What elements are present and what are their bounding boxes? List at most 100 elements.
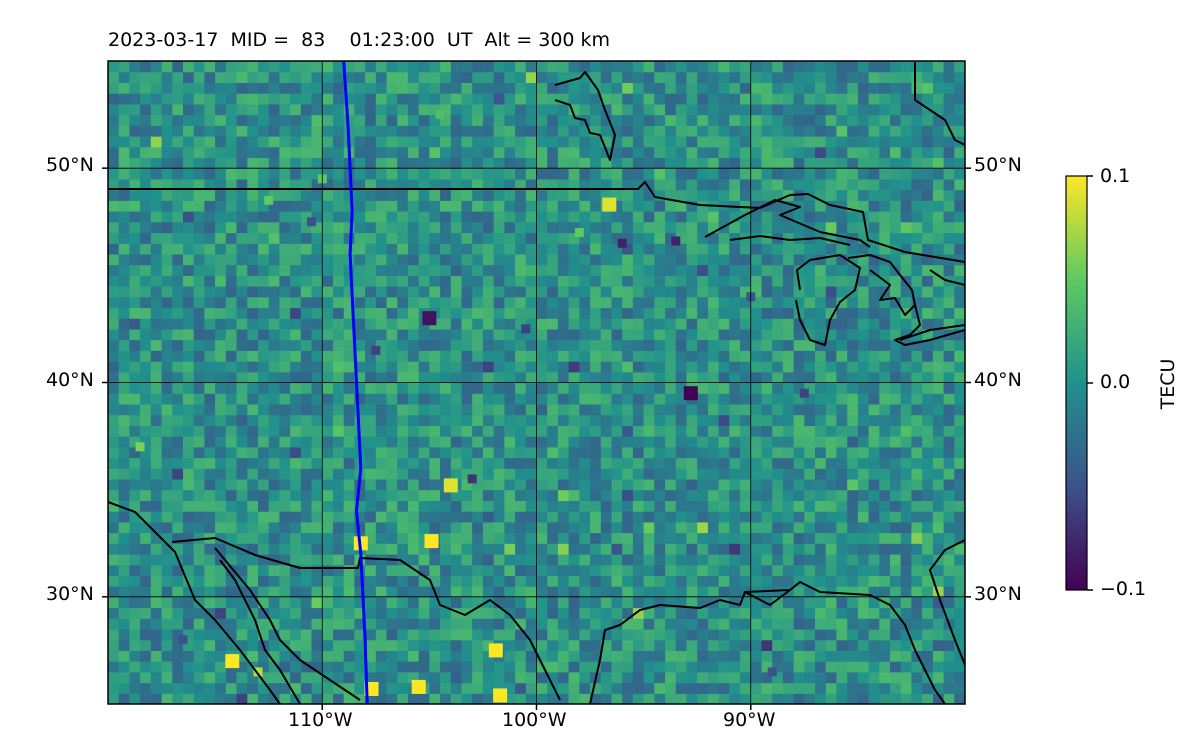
heatmap-cell — [932, 82, 945, 94]
heatmap-cell — [557, 168, 570, 180]
heatmap-cell — [675, 500, 688, 512]
heatmap-cell — [718, 339, 730, 351]
heatmap-cell — [333, 318, 345, 330]
heatmap-cell — [665, 661, 677, 673]
heatmap-cell — [300, 489, 313, 501]
heatmap-cell — [868, 178, 880, 191]
heatmap-cell — [108, 371, 120, 384]
heatmap-cell — [161, 489, 173, 501]
heatmap-cell — [365, 371, 377, 384]
heatmap-cell — [932, 168, 945, 180]
heatmap-cell — [204, 564, 216, 576]
heatmap-cell — [879, 211, 891, 223]
heatmap-cell — [932, 446, 945, 459]
heatmap-cell — [568, 650, 580, 662]
heatmap-cell — [461, 468, 473, 480]
heatmap-cell — [258, 71, 270, 83]
heatmap-cell — [183, 511, 195, 523]
heatmap-cell — [247, 511, 259, 523]
heatmap-cell — [761, 468, 773, 480]
heatmap-cell — [343, 211, 355, 223]
heatmap-cell — [879, 382, 891, 394]
heatmap-cell — [557, 350, 570, 362]
heatmap-cell — [600, 371, 613, 384]
heatmap-cell — [590, 264, 602, 276]
heatmap-cell — [568, 350, 580, 362]
heatmap-cell — [504, 296, 516, 309]
heatmap-cell — [804, 350, 816, 362]
heatmap-cell — [482, 243, 495, 255]
heatmap-cell — [311, 350, 323, 362]
heatmap-cell — [300, 211, 313, 223]
heatmap-cell — [740, 521, 752, 534]
heatmap-cell — [161, 168, 173, 180]
heatmap-cell — [150, 607, 163, 619]
heatmap-cell — [686, 318, 698, 330]
heatmap-cell — [879, 71, 891, 83]
heatmap-cell — [654, 586, 666, 598]
heatmap-cell — [343, 457, 355, 469]
heatmap-cell — [547, 414, 559, 426]
heatmap-cell — [193, 489, 205, 501]
heatmap-cell — [718, 478, 730, 491]
heatmap-cell — [429, 457, 441, 469]
heatmap-cell — [161, 511, 173, 523]
heatmap-cell — [311, 403, 323, 416]
heatmap-cell — [868, 382, 880, 394]
heatmap-cell — [750, 264, 763, 276]
heatmap-cell — [215, 189, 227, 201]
heatmap-cell — [836, 125, 848, 137]
heatmap-cell — [118, 168, 130, 180]
heatmap-cell — [536, 243, 548, 255]
heatmap-cell — [407, 168, 420, 180]
heatmap-cell — [450, 671, 463, 684]
heatmap-cell — [750, 136, 763, 148]
heatmap-cell — [172, 489, 184, 501]
heatmap-cell — [536, 168, 548, 180]
heatmap-cell — [643, 189, 655, 201]
heatmap-cell — [204, 682, 216, 694]
heatmap-cell — [504, 607, 516, 619]
heatmap-cell — [718, 425, 730, 437]
heatmap-cell — [611, 371, 623, 384]
heatmap-cell — [547, 339, 559, 351]
heatmap-cell — [782, 361, 795, 373]
heatmap-cell — [193, 328, 205, 341]
heatmap-cell — [761, 243, 773, 255]
heatmap-cell — [782, 671, 795, 684]
heatmap-cell — [793, 521, 805, 534]
heatmap-cell — [108, 382, 120, 394]
heatmap-cell — [183, 361, 195, 373]
heatmap-cell — [343, 607, 355, 619]
heatmap-cell — [922, 232, 934, 244]
heatmap-cell — [108, 629, 120, 641]
heatmap-cell — [482, 318, 495, 330]
heatmap-cell — [322, 436, 334, 448]
heatmap-cell — [632, 543, 645, 555]
heatmap-cell — [804, 307, 816, 319]
heatmap-cell — [161, 296, 173, 309]
heatmap-cell — [932, 639, 945, 651]
heatmap-cell — [622, 500, 634, 512]
heatmap-cell — [847, 436, 859, 448]
heatmap-cell — [300, 232, 313, 244]
heatmap-cell — [665, 596, 677, 609]
heatmap-cell — [622, 425, 634, 437]
heatmap-cell — [879, 296, 891, 309]
heatmap-cell — [922, 136, 934, 148]
heatmap-cell — [536, 446, 548, 459]
heatmap-cell — [729, 361, 741, 373]
heatmap-cell — [268, 382, 280, 394]
heatmap-cell — [943, 393, 955, 405]
heatmap-cell — [268, 639, 280, 651]
heatmap-cell — [536, 328, 548, 341]
heatmap-cell — [161, 478, 173, 491]
heatmap-cell — [654, 661, 666, 673]
heatmap-cell — [268, 178, 280, 191]
heatmap-cell — [675, 618, 688, 630]
heatmap-cell — [729, 382, 741, 394]
heatmap-cell — [354, 103, 366, 116]
heatmap-cell — [900, 189, 912, 201]
heatmap-cell — [193, 532, 205, 544]
heatmap-cell — [343, 307, 355, 319]
